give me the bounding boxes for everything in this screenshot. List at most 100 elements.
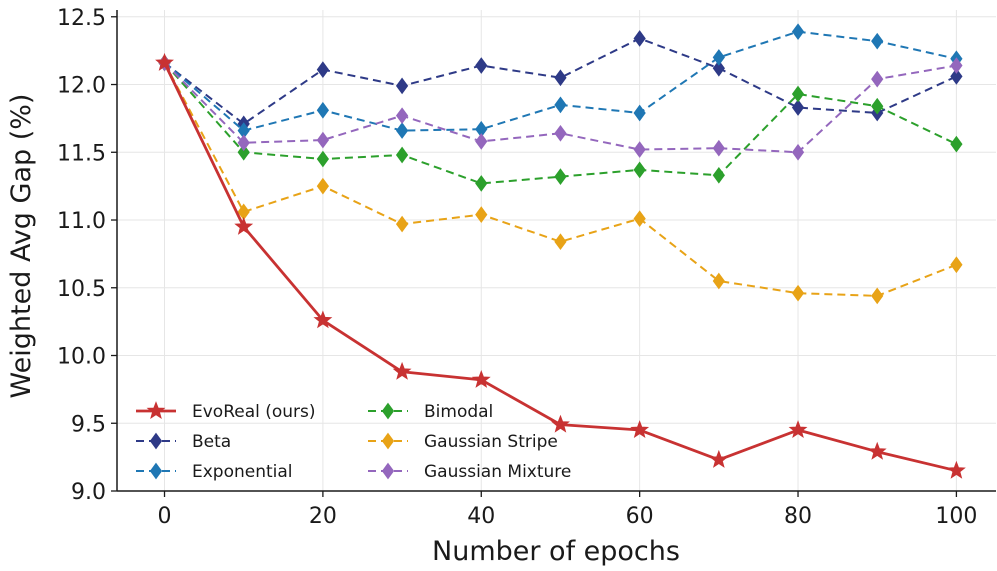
data-point bbox=[788, 420, 808, 439]
legend-marker bbox=[149, 462, 163, 480]
data-point bbox=[712, 166, 725, 184]
data-point bbox=[395, 215, 409, 233]
x-tick-label: 80 bbox=[784, 504, 812, 529]
legend-entry: Beta bbox=[136, 432, 231, 452]
series-line-bimodal bbox=[163, 62, 957, 185]
tick-labels: 9.0 9.5 10.0 10.5 11.0 11.5 12.0 12.5 0 20 40 60 80 1… bbox=[57, 6, 977, 529]
y-tick-label: 10.0 bbox=[57, 345, 106, 370]
legend-label: Gaussian Mixture bbox=[424, 462, 571, 482]
data-point bbox=[316, 150, 330, 168]
data-point bbox=[791, 85, 805, 103]
data-point bbox=[630, 420, 650, 439]
legend-entry: Gaussian Mixture bbox=[368, 462, 571, 482]
grid bbox=[117, 10, 996, 492]
legend-label: Gaussian Stripe bbox=[424, 432, 558, 452]
series-line-beta bbox=[163, 37, 957, 125]
legend-label: Beta bbox=[192, 432, 231, 452]
y-tick-label: 11.0 bbox=[57, 209, 106, 234]
legend-marker bbox=[381, 402, 395, 420]
series-bimodal bbox=[158, 54, 963, 192]
series-evoreal-ours bbox=[155, 52, 966, 479]
data-point bbox=[633, 104, 646, 122]
data-point bbox=[155, 52, 174, 71]
legend-label: Bimodal bbox=[424, 402, 493, 422]
data-point bbox=[316, 61, 330, 78]
legend-entry: Bimodal bbox=[368, 402, 493, 422]
y-tick-label: 11.5 bbox=[57, 141, 106, 166]
data-point bbox=[316, 131, 330, 149]
legend-marker bbox=[381, 432, 395, 450]
data-point bbox=[237, 143, 250, 161]
data-point bbox=[313, 310, 333, 329]
x-axis-label: Number of epochs bbox=[432, 536, 680, 567]
data-point bbox=[871, 70, 884, 88]
data-point bbox=[475, 175, 488, 192]
data-point bbox=[871, 32, 884, 50]
x-tick-label: 0 bbox=[158, 504, 172, 529]
y-tick-label: 10.5 bbox=[57, 277, 106, 302]
data-point bbox=[392, 361, 412, 380]
x-tick-label: 100 bbox=[935, 504, 977, 529]
series-exponential bbox=[158, 23, 963, 139]
data-point bbox=[712, 49, 725, 66]
data-point bbox=[237, 134, 250, 152]
data-point bbox=[395, 107, 409, 125]
data-point bbox=[316, 177, 330, 195]
data-point bbox=[554, 233, 567, 251]
data-point bbox=[471, 369, 491, 388]
data-point bbox=[712, 59, 725, 77]
y-tick-label: 12.5 bbox=[57, 6, 106, 31]
legend: EvoReal (ours) Beta Exponential Bimodal Gaus… bbox=[136, 401, 571, 482]
data-point bbox=[633, 30, 646, 47]
data-point bbox=[871, 287, 884, 305]
axes bbox=[111, 10, 996, 497]
data-point bbox=[475, 206, 488, 223]
data-point bbox=[950, 68, 963, 85]
data-point bbox=[791, 23, 805, 41]
data-point bbox=[633, 210, 646, 228]
legend-entry: EvoReal (ours) bbox=[136, 401, 316, 422]
legend-entry: Gaussian Stripe bbox=[368, 432, 558, 452]
data-point bbox=[395, 122, 409, 139]
series-beta bbox=[158, 30, 963, 133]
data-point bbox=[712, 139, 725, 157]
legend-marker bbox=[381, 462, 395, 480]
series-gaussian-mixture bbox=[158, 54, 963, 161]
x-tick-label: 60 bbox=[626, 504, 654, 529]
data-point bbox=[633, 161, 646, 179]
legend-marker bbox=[146, 401, 166, 420]
series-group bbox=[155, 23, 966, 479]
y-tick-label: 9.5 bbox=[71, 412, 106, 437]
data-point bbox=[316, 101, 330, 119]
legend-label: Exponential bbox=[192, 462, 293, 482]
data-point bbox=[791, 284, 805, 302]
data-point bbox=[554, 69, 567, 87]
data-point bbox=[554, 96, 567, 114]
data-point bbox=[712, 272, 725, 290]
data-point bbox=[871, 97, 884, 115]
data-point bbox=[234, 216, 254, 235]
data-point bbox=[867, 441, 887, 460]
data-point bbox=[475, 133, 488, 150]
data-point bbox=[554, 168, 567, 186]
data-point bbox=[633, 141, 646, 158]
legend-entry: Exponential bbox=[136, 462, 293, 482]
series-line-gaussian-stripe bbox=[163, 62, 957, 297]
data-point bbox=[395, 77, 409, 95]
data-point bbox=[554, 124, 567, 142]
x-tick-label: 20 bbox=[309, 504, 337, 529]
data-point bbox=[946, 460, 966, 479]
data-point bbox=[950, 57, 963, 74]
legend-marker bbox=[149, 432, 163, 450]
data-point bbox=[551, 414, 570, 433]
y-axis-label: Weighted Avg Gap (%) bbox=[6, 94, 37, 399]
data-point bbox=[791, 99, 805, 116]
x-tick-label: 40 bbox=[467, 504, 495, 529]
y-tick-label: 9.0 bbox=[71, 480, 106, 505]
y-tick-label: 12.0 bbox=[57, 74, 106, 99]
data-point bbox=[395, 146, 409, 164]
data-point bbox=[791, 143, 805, 161]
legend-label: EvoReal (ours) bbox=[192, 402, 316, 422]
data-point bbox=[709, 449, 729, 468]
